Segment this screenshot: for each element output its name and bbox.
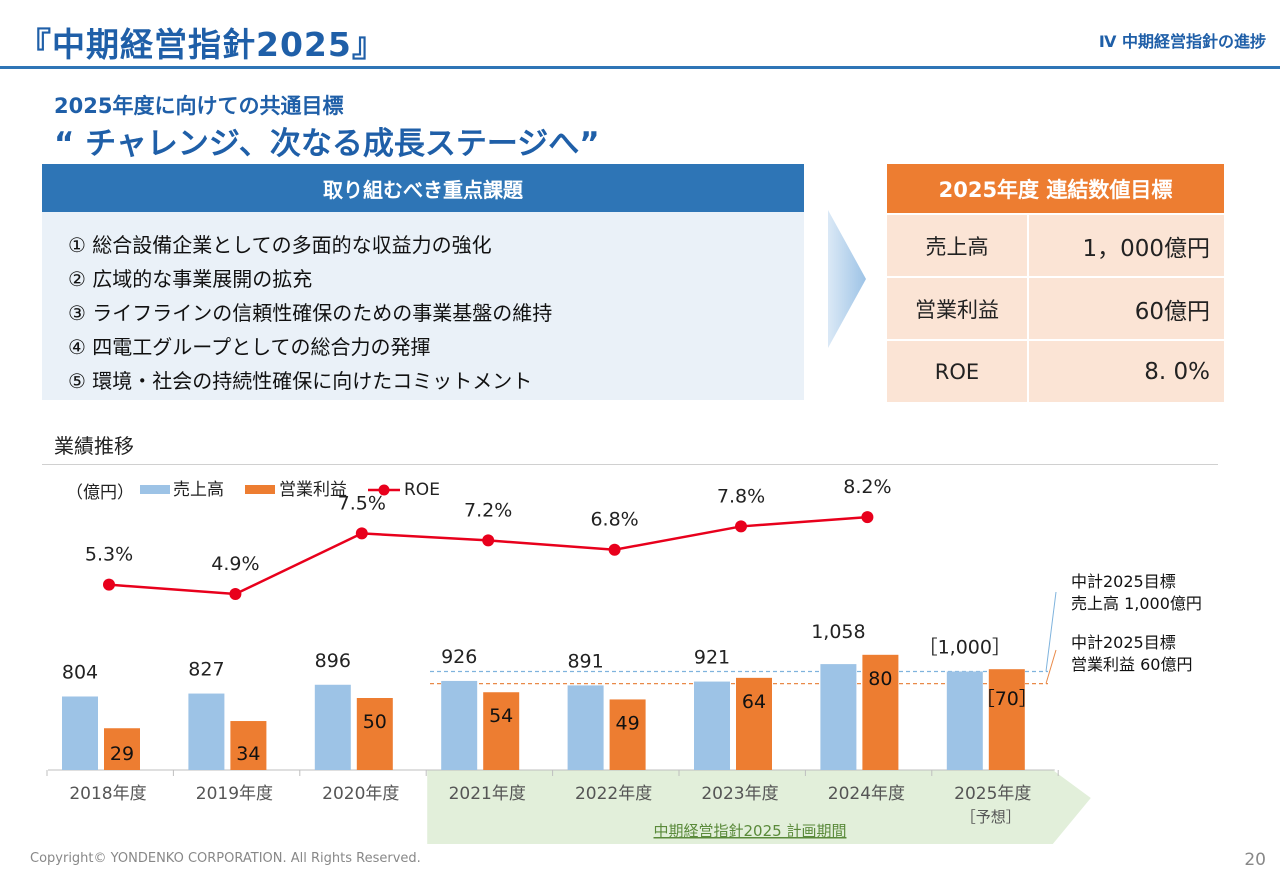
- operating-income-bar-label: 34: [236, 743, 260, 765]
- unit-label: （億円）: [66, 483, 134, 503]
- x-tick-label: 2020年度: [322, 784, 399, 804]
- sales-bar: [820, 664, 857, 770]
- x-tick-label: 2019年度: [196, 784, 273, 804]
- plan-period-band: [427, 770, 1091, 844]
- sales-bar: [567, 685, 604, 770]
- targets-table: 2025年度 連結数値目標 売上高 1，000億円 営業利益 60億円 ROE …: [887, 164, 1224, 402]
- roe-point: [103, 578, 115, 591]
- operating-income-bar-label: 54: [489, 705, 513, 727]
- x-tick-label: 2018年度: [69, 784, 146, 804]
- target-row-sales: 売上高 1，000億円: [887, 215, 1224, 276]
- roe-point: [735, 520, 747, 533]
- operating-income-bar: [988, 669, 1025, 770]
- target-callout-leader-sales: [1045, 591, 1057, 672]
- operating-income-bar-label: 50: [363, 711, 387, 733]
- operating-income-bar: [356, 698, 393, 770]
- legend-swatch-roe-point: [378, 484, 390, 496]
- target-row-operating-income: 営業利益 60億円: [887, 278, 1224, 339]
- roe-point: [608, 543, 621, 556]
- target-value: 1，000億円: [1082, 235, 1210, 262]
- sales-bar-label: 896: [315, 650, 351, 672]
- operating-income-bar-label: 49: [616, 712, 640, 734]
- performance-heading: 業績推移: [54, 434, 134, 458]
- roe-label: 7.8%: [717, 485, 765, 507]
- header-rule: [0, 66, 1280, 69]
- target-callout-leader-operating-income: [1045, 649, 1057, 684]
- issue-item-2: ② 広域的な事業展開の拡充: [68, 267, 313, 291]
- roe-label: 5.3%: [85, 544, 133, 566]
- operating-income-bar-label: 80: [868, 668, 892, 690]
- roe-point: [482, 534, 495, 547]
- target-label: 営業利益: [887, 278, 1029, 339]
- roe-label: 8.2%: [843, 476, 891, 498]
- target-label: 売上高: [887, 215, 1029, 276]
- sales-bar-label: 804: [62, 661, 98, 683]
- legend-label-operating-income: 営業利益: [279, 480, 347, 500]
- legend-label-roe: ROE: [404, 480, 440, 500]
- roe-label: 4.9%: [211, 553, 259, 575]
- section-title: Ⅳ 中期経営指針の進捗: [1098, 32, 1266, 51]
- x-tick-label: 2023年度: [701, 784, 778, 804]
- sales-bar-label: 891: [567, 650, 603, 672]
- x-tick-label: 2024年度: [828, 784, 905, 804]
- sales-bar: [314, 684, 351, 770]
- legend-swatch-operating-income: [245, 485, 275, 494]
- issue-item-5: ⑤ 環境・社会の持続性確保に向けたコミットメント: [68, 369, 533, 393]
- x-tick-note: ［予想］: [961, 808, 1021, 826]
- sales-bar-label: 1,058: [811, 621, 865, 643]
- target-callout-op-line2: 営業利益 60億円: [1071, 655, 1192, 674]
- performance-rule: [42, 464, 1218, 465]
- sales-bar-label: ［1,000］: [919, 637, 1011, 659]
- issue-item-1: ① 総合設備企業としての多面的な収益力の強化: [68, 233, 492, 257]
- target-value: 8. 0%: [1144, 358, 1210, 385]
- sales-bar: [62, 696, 98, 770]
- target-callout-op-line1: 中計2025目標: [1071, 633, 1176, 652]
- sales-bar: [441, 680, 478, 770]
- issue-item-3: ③ ライフラインの信頼性確保のための事業基盤の維持: [68, 301, 553, 325]
- sales-bar-label: 921: [694, 647, 730, 669]
- page-number: 20: [1244, 850, 1266, 870]
- target-value: 60億円: [1134, 298, 1210, 325]
- x-tick-label: 2021年度: [449, 784, 526, 804]
- target-callout-sales-line2: 売上高 1,000億円: [1071, 594, 1202, 613]
- target-callout-sales-line1: 中計2025目標: [1071, 572, 1176, 591]
- operating-income-bar: [483, 692, 520, 770]
- legend-swatch-sales: [140, 485, 170, 494]
- page-title: 『中期経営指針2025』: [18, 25, 386, 64]
- issues-list: ① 総合設備企業としての多面的な収益力の強化 ② 広域的な事業展開の拡充 ③ ラ…: [42, 212, 804, 400]
- operating-income-bar-label: 64: [742, 691, 766, 713]
- operating-income-bar: [862, 654, 899, 770]
- roe-label: 6.8%: [590, 509, 638, 531]
- chevron-right-icon: [828, 210, 866, 348]
- operating-income-bar-label: ［70］: [976, 688, 1038, 710]
- issues-heading: 取り組むべき重点課題: [42, 164, 804, 212]
- roe-label: 7.5%: [338, 492, 386, 514]
- operating-income-bar-label: 29: [110, 743, 134, 765]
- plan-period-label: 中期経営指針2025 計画期間: [654, 822, 847, 840]
- sales-bar-label: 827: [188, 659, 224, 681]
- legend-label-sales: 売上高: [173, 480, 224, 500]
- roe-point: [355, 527, 368, 540]
- roe-point: [861, 511, 874, 524]
- operating-income-bar: [609, 699, 646, 770]
- operating-income-bar: [736, 677, 772, 770]
- target-label: ROE: [887, 341, 1029, 402]
- x-tick-label: 2022年度: [575, 784, 652, 804]
- roe-point: [229, 588, 242, 600]
- sales-bar: [188, 693, 225, 770]
- targets-heading: 2025年度 連結数値目標: [887, 164, 1224, 213]
- issue-item-4: ④ 四電工グループとしての総合力の発揮: [68, 335, 431, 359]
- sales-bar: [946, 671, 983, 770]
- sales-bar-label: 926: [441, 646, 477, 668]
- common-goal-slogan: “ チャレンジ、次なる成長ステージへ”: [54, 126, 600, 162]
- target-row-roe: ROE 8. 0%: [887, 341, 1224, 402]
- operating-income-bar: [230, 721, 267, 770]
- operating-income-bar: [104, 728, 140, 770]
- x-tick-label: 2025年度: [954, 784, 1031, 804]
- roe-label: 7.2%: [464, 499, 512, 521]
- copyright-text: Copyright© YONDENKO CORPORATION. All Rig…: [30, 851, 421, 866]
- sales-bar: [694, 681, 730, 770]
- common-goal-label: 2025年度に向けての共通目標: [54, 94, 344, 118]
